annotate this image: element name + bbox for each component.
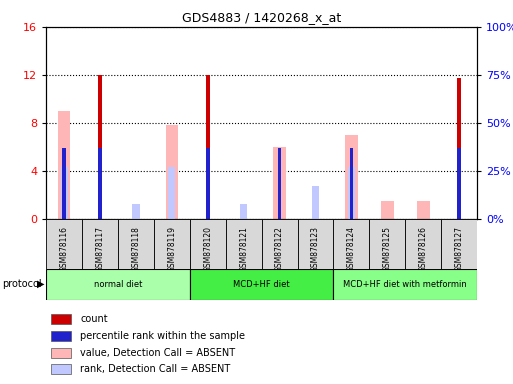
Bar bbox=[405, 219, 441, 269]
Bar bbox=[58, 111, 70, 219]
Text: GSM878124: GSM878124 bbox=[347, 227, 356, 272]
Bar bbox=[312, 186, 319, 219]
Text: GSM878116: GSM878116 bbox=[60, 227, 69, 272]
Text: GSM878117: GSM878117 bbox=[95, 227, 105, 272]
Text: GSM878123: GSM878123 bbox=[311, 227, 320, 272]
Bar bbox=[51, 364, 71, 374]
Bar bbox=[46, 269, 190, 300]
Text: value, Detection Call = ABSENT: value, Detection Call = ABSENT bbox=[80, 348, 235, 358]
Bar bbox=[278, 148, 281, 219]
Bar bbox=[349, 148, 353, 219]
Title: GDS4883 / 1420268_x_at: GDS4883 / 1420268_x_at bbox=[182, 11, 341, 24]
Bar bbox=[98, 148, 102, 219]
Bar bbox=[132, 204, 140, 219]
Bar bbox=[168, 167, 175, 219]
Bar bbox=[206, 75, 209, 219]
Bar bbox=[441, 219, 477, 269]
Bar bbox=[82, 219, 118, 269]
Bar bbox=[240, 204, 247, 219]
Bar bbox=[190, 219, 226, 269]
Text: normal diet: normal diet bbox=[94, 280, 142, 289]
Bar bbox=[348, 167, 355, 219]
Text: protocol: protocol bbox=[3, 279, 42, 289]
Text: GSM878122: GSM878122 bbox=[275, 227, 284, 272]
Bar bbox=[51, 314, 71, 324]
Bar bbox=[369, 219, 405, 269]
Text: ▶: ▶ bbox=[37, 279, 45, 289]
Bar bbox=[154, 219, 190, 269]
Bar bbox=[381, 201, 393, 219]
Bar bbox=[417, 201, 429, 219]
Text: MCD+HF diet with metformin: MCD+HF diet with metformin bbox=[343, 280, 467, 289]
Bar bbox=[118, 219, 154, 269]
Text: count: count bbox=[80, 314, 108, 324]
Text: percentile rank within the sample: percentile rank within the sample bbox=[80, 331, 245, 341]
Text: GSM878121: GSM878121 bbox=[239, 227, 248, 272]
Text: GSM878125: GSM878125 bbox=[383, 227, 392, 272]
Bar bbox=[51, 331, 71, 341]
Text: GSM878119: GSM878119 bbox=[167, 227, 176, 272]
Text: GSM878120: GSM878120 bbox=[203, 227, 212, 272]
Bar bbox=[333, 219, 369, 269]
Bar bbox=[51, 348, 71, 358]
Bar bbox=[345, 135, 358, 219]
Bar bbox=[98, 75, 102, 219]
Bar bbox=[333, 269, 477, 300]
Bar bbox=[273, 147, 286, 219]
Bar bbox=[46, 219, 82, 269]
Text: rank, Detection Call = ABSENT: rank, Detection Call = ABSENT bbox=[80, 364, 230, 374]
Text: GSM878127: GSM878127 bbox=[455, 227, 464, 272]
Bar bbox=[61, 167, 68, 219]
Bar bbox=[262, 219, 298, 269]
Text: GSM878118: GSM878118 bbox=[131, 227, 141, 272]
Bar bbox=[298, 219, 333, 269]
Bar bbox=[457, 78, 461, 219]
Bar bbox=[190, 269, 333, 300]
Bar bbox=[63, 148, 66, 219]
Text: GSM878126: GSM878126 bbox=[419, 227, 428, 272]
Bar bbox=[457, 148, 461, 219]
Text: MCD+HF diet: MCD+HF diet bbox=[233, 280, 290, 289]
Bar bbox=[206, 148, 209, 219]
Bar bbox=[166, 125, 178, 219]
Bar bbox=[226, 219, 262, 269]
